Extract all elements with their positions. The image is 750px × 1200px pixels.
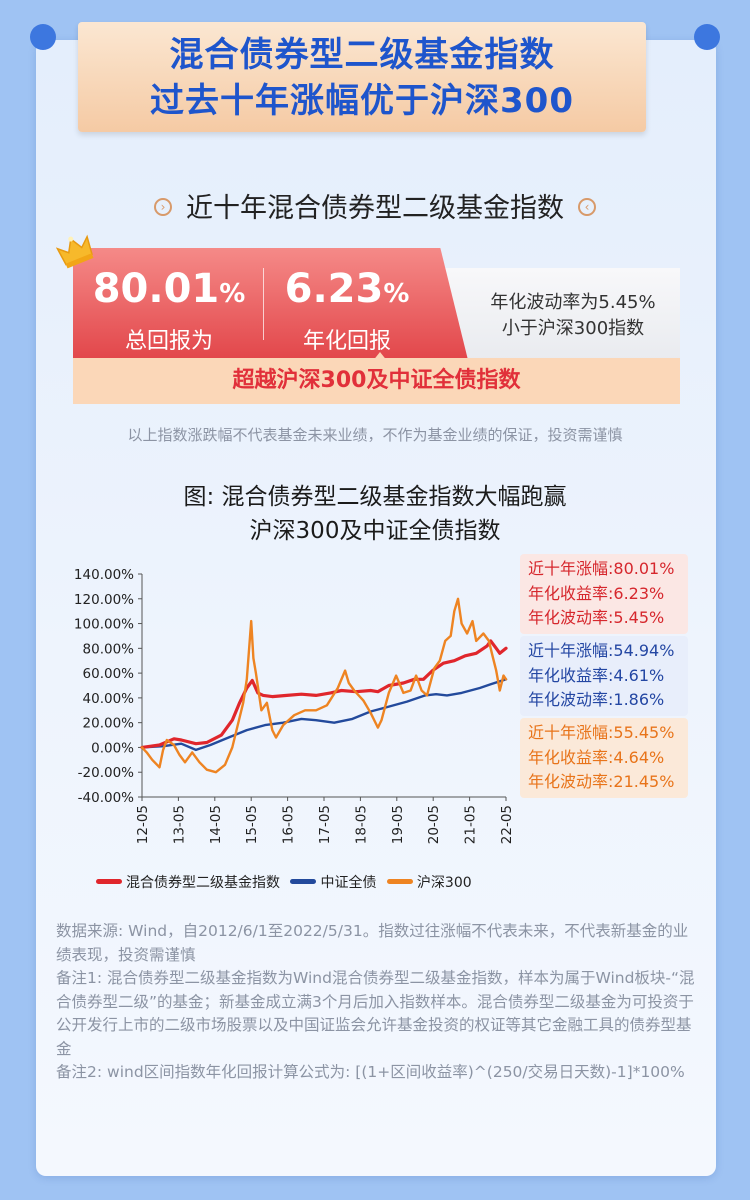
annual-return-value: 6.23 <box>284 266 384 312</box>
chevron-right-icon: › <box>154 197 172 216</box>
crown-icon <box>56 234 94 269</box>
chevron-left-icon: ‹ <box>578 197 596 216</box>
banner-line-2: 过去十年涨幅优于沪深300 <box>150 81 574 121</box>
x-tick-label: 12-05 <box>135 805 151 844</box>
annual-return-stat: 6.23% 年化回报 <box>274 266 420 355</box>
section-subheading: › 近十年混合债券型二级基金指数 ‹ <box>0 186 750 225</box>
legend-label: 沪深300 <box>416 875 472 891</box>
legend-item: 混合债券型二级基金指数 <box>96 872 280 892</box>
chart-title: 图: 混合债券型二级基金指数大幅跑赢 沪深300及中证全债指数 <box>0 480 750 548</box>
footnotes: 数据来源: Wind，自2012/6/1至2022/5/31。指数过往涨幅不代表… <box>56 920 700 1085</box>
volatility-box <box>436 268 680 360</box>
x-tick-label: 20-05 <box>426 805 442 844</box>
annotation-annual: 年化收益率:6.23% <box>528 583 665 603</box>
y-tick-label: 60.00% <box>83 666 135 682</box>
total-return-stat: 80.01% 总回报为 <box>84 266 254 355</box>
series-line-2 <box>140 597 508 774</box>
annotation-volatility: 年化波动率:21.45% <box>528 772 675 792</box>
annotation-total: 近十年涨幅:54.94% <box>528 641 675 660</box>
annotation-total: 近十年涨幅:80.01% <box>528 559 675 578</box>
y-tick-label: 120.00% <box>74 592 134 608</box>
y-tick-label: -40.00% <box>78 790 135 806</box>
return-box <box>73 248 468 360</box>
y-tick-label: 100.00% <box>74 617 134 633</box>
stat-divider <box>263 268 264 340</box>
note-1: 备注1: 混合债券型二级基金指数为Wind混合债券型二级基金指数，样本为属于Wi… <box>56 969 695 1058</box>
x-tick-label: 18-05 <box>353 805 369 844</box>
title-banner: 混合债券型二级基金指数 过去十年涨幅优于沪深300 <box>78 22 646 132</box>
annotation-bond-index: 近十年涨幅:54.94% 年化收益率:4.61% 年化波动率:1.86% <box>520 636 688 716</box>
legend-swatch-orange <box>386 878 413 884</box>
line-chart: 140.00% 120.00% 100.00% 80.00% 60.00% 40.00% 2… <box>74 567 515 844</box>
annotation-volatility: 年化波动率:1.86% <box>528 690 665 710</box>
series-line-1 <box>140 678 508 752</box>
chart-title-line-2: 沪深300及中证全债指数 <box>249 518 501 544</box>
note-source: 数据来源: Wind，自2012/6/1至2022/5/31。指数过往涨幅不代表… <box>56 922 689 964</box>
annual-return-unit: % <box>383 279 410 309</box>
note-2: 备注2: wind区间指数年化回报计算公式为: [(1+区间收益率)^(250/… <box>56 1063 685 1081</box>
banner-line-1: 混合债券型二级基金指数 <box>169 35 555 75</box>
chart-title-line-1: 图: 混合债券型二级基金指数大幅跑赢 <box>183 484 567 510</box>
volatility-text: 年化波动率为5.45% 小于沪深300指数 <box>468 290 678 342</box>
pin-left <box>30 24 56 50</box>
annotation-annual: 年化收益率:4.64% <box>528 747 665 767</box>
y-tick-label: 80.00% <box>83 641 135 657</box>
volatility-line-2: 小于沪深300指数 <box>501 318 645 339</box>
annotation-csi300: 近十年涨幅:55.45% 年化收益率:4.64% 年化波动率:21.45% <box>520 718 688 798</box>
legend-label: 混合债券型二级基金指数 <box>126 875 280 891</box>
y-tick-label: -20.00% <box>78 765 135 781</box>
total-return-value: 80.01 <box>92 266 220 312</box>
legend-label: 中证全债 <box>320 875 377 891</box>
total-return-unit: % <box>219 279 246 309</box>
y-tick-label: 0.00% <box>91 740 134 756</box>
annotation-annual: 年化收益率:4.61% <box>528 665 665 685</box>
annotation-total: 近十年涨幅:55.45% <box>528 723 675 742</box>
annotation-volatility: 年化波动率:5.45% <box>528 608 665 628</box>
x-tick-label: 17-05 <box>317 805 333 844</box>
x-tick-label: 21-05 <box>463 805 479 844</box>
y-tick-label: 140.00% <box>74 567 134 583</box>
legend-item: 沪深300 <box>386 872 472 892</box>
x-tick-label: 22-05 <box>499 805 515 844</box>
exceed-bar: 超越沪深300及中证全债指数 <box>73 358 680 404</box>
x-tick-label: 13-05 <box>171 805 187 844</box>
legend-swatch-red <box>96 878 122 884</box>
annual-return-label: 年化回报 <box>302 329 391 354</box>
legend-item: 中证全债 <box>290 872 376 892</box>
notch-pointer <box>372 352 388 362</box>
subheading-text: 近十年混合债券型二级基金指数 <box>186 193 564 224</box>
x-tick-label: 14-05 <box>208 805 224 844</box>
total-return-label: 总回报为 <box>124 329 213 354</box>
y-tick-label: 40.00% <box>83 691 135 707</box>
chart-legend: 混合债券型二级基金指数 中证全债 沪深300 <box>96 872 478 892</box>
disclaimer: 以上指数涨跌幅不代表基金未来业绩，不作为基金业绩的保证，投资需谨慎 <box>127 426 623 444</box>
x-tick-label: 19-05 <box>390 805 406 844</box>
volatility-line-1: 年化波动率为5.45% <box>490 292 656 313</box>
x-tick-label: 16-05 <box>281 805 297 844</box>
x-tick-label: 15-05 <box>244 805 260 844</box>
y-tick-label: 20.00% <box>83 716 135 732</box>
annotation-hybrid-bond: 近十年涨幅:80.01% 年化收益率:6.23% 年化波动率:5.45% <box>520 554 688 634</box>
pin-right <box>694 24 720 50</box>
legend-swatch-blue <box>290 878 317 884</box>
